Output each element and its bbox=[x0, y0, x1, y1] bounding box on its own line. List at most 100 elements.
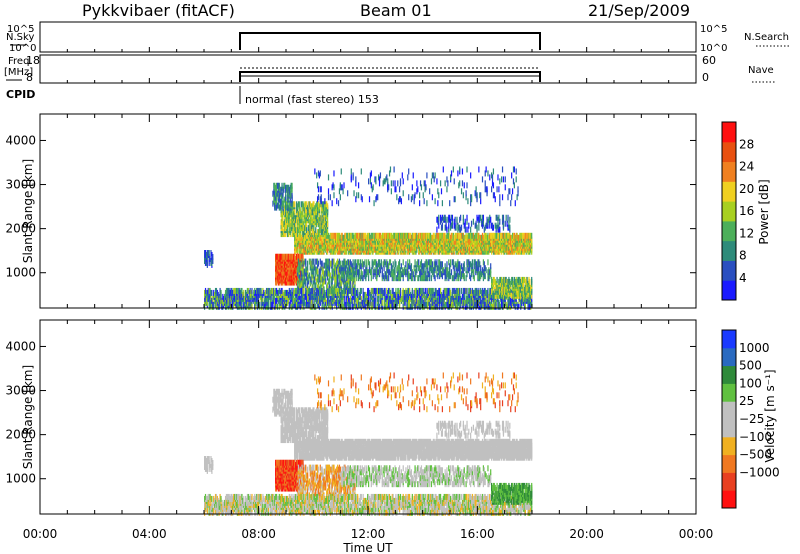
power-cell bbox=[529, 232, 531, 239]
power-cell bbox=[480, 234, 483, 241]
power-cell bbox=[436, 236, 438, 243]
power-cell bbox=[211, 289, 213, 296]
power-cell bbox=[415, 248, 417, 255]
power-cell bbox=[299, 248, 301, 255]
power-cell bbox=[461, 244, 464, 251]
power-cell bbox=[471, 232, 474, 239]
power-cell bbox=[317, 242, 320, 249]
power-cell bbox=[416, 244, 418, 251]
power-cell bbox=[410, 242, 413, 249]
power-cell bbox=[389, 232, 392, 239]
power-cell bbox=[424, 232, 426, 239]
power-cell bbox=[285, 201, 287, 208]
power-cell bbox=[291, 192, 293, 199]
power-cell bbox=[528, 232, 530, 239]
power-cell bbox=[474, 246, 476, 253]
power-cell bbox=[340, 232, 342, 239]
power-cell bbox=[519, 232, 521, 239]
power-cell bbox=[469, 238, 471, 245]
power-cell bbox=[397, 232, 399, 239]
power-cell bbox=[285, 231, 287, 238]
power-cell bbox=[449, 232, 451, 239]
power-cell bbox=[453, 234, 455, 241]
power-cell bbox=[478, 244, 480, 251]
power-cell bbox=[316, 232, 318, 239]
power-cell bbox=[399, 236, 402, 243]
power-cell bbox=[495, 240, 497, 247]
power-cell bbox=[422, 246, 424, 253]
power-cell bbox=[426, 232, 428, 239]
power-cell bbox=[280, 219, 282, 226]
power-cell bbox=[519, 240, 521, 247]
power-cell bbox=[305, 232, 307, 239]
power-cell bbox=[477, 232, 479, 239]
power-cell bbox=[492, 248, 495, 255]
power-cell bbox=[337, 232, 340, 239]
power-cell bbox=[461, 232, 464, 239]
power-cell bbox=[440, 232, 443, 239]
power-cell bbox=[327, 236, 330, 243]
power-cell bbox=[416, 232, 418, 239]
power-cell bbox=[350, 232, 352, 239]
power-cell bbox=[505, 232, 507, 239]
power-cell bbox=[286, 221, 288, 228]
power-cell bbox=[504, 232, 506, 239]
power-cell bbox=[501, 238, 504, 245]
station-title: Pykkvibaer (fitACF) bbox=[82, 1, 235, 20]
power-cell bbox=[490, 240, 492, 247]
power-cell bbox=[286, 217, 288, 224]
power-cell bbox=[528, 236, 530, 243]
power-cell bbox=[512, 232, 515, 239]
power-cell bbox=[374, 232, 376, 239]
power-cell bbox=[478, 232, 480, 239]
power-cell bbox=[355, 232, 357, 239]
power-cell bbox=[518, 234, 520, 241]
power-cell bbox=[327, 203, 329, 210]
power-cell bbox=[377, 232, 379, 239]
power-cell bbox=[333, 258, 335, 265]
power-cell bbox=[402, 232, 404, 239]
power-cell bbox=[280, 223, 282, 230]
power-cell bbox=[416, 236, 418, 243]
power-cell bbox=[459, 232, 461, 239]
power-cell bbox=[497, 238, 499, 245]
power-cell bbox=[325, 278, 327, 285]
power-cell bbox=[496, 238, 498, 245]
power-cell bbox=[419, 244, 422, 251]
power-cell bbox=[322, 240, 324, 247]
power-cell bbox=[498, 232, 500, 239]
power-cell bbox=[360, 232, 362, 239]
power-cell bbox=[301, 258, 303, 265]
power-cell bbox=[434, 234, 436, 241]
power-cell bbox=[403, 248, 405, 255]
power-cell bbox=[419, 232, 421, 239]
power-cell bbox=[334, 244, 336, 251]
power-cell bbox=[343, 244, 345, 251]
power-cell bbox=[385, 246, 387, 253]
power-cell bbox=[518, 244, 520, 251]
power-cell bbox=[526, 232, 528, 239]
power-cell bbox=[361, 232, 363, 239]
power-cell bbox=[472, 232, 474, 239]
power-cell bbox=[361, 238, 363, 245]
power-cell bbox=[455, 232, 457, 239]
power-cell bbox=[286, 229, 289, 236]
power-cell bbox=[465, 232, 467, 239]
power-cell bbox=[287, 231, 290, 238]
power-cell bbox=[516, 244, 518, 251]
power-cell bbox=[467, 246, 469, 253]
power-cell bbox=[283, 229, 285, 236]
power-cell bbox=[505, 238, 507, 245]
power-cell bbox=[301, 234, 303, 241]
power-cell bbox=[384, 287, 386, 294]
power-cell bbox=[531, 232, 533, 239]
power-cell bbox=[369, 234, 372, 241]
power-cell bbox=[499, 232, 501, 239]
power-cell bbox=[368, 232, 371, 239]
power-cell bbox=[436, 232, 438, 239]
power-cell bbox=[329, 232, 331, 239]
power-cell bbox=[388, 248, 391, 255]
power-cell bbox=[459, 287, 461, 294]
power-cell bbox=[421, 244, 423, 251]
power-cell bbox=[313, 258, 315, 265]
